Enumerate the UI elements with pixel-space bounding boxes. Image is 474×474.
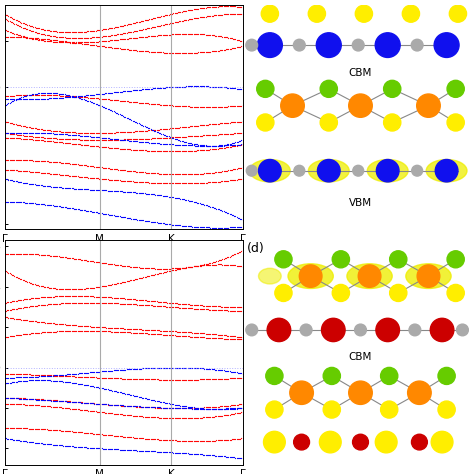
Circle shape [390, 251, 407, 268]
Ellipse shape [288, 264, 333, 289]
Circle shape [447, 80, 464, 97]
Circle shape [438, 367, 455, 384]
Circle shape [447, 284, 464, 301]
Circle shape [431, 431, 453, 453]
Circle shape [402, 5, 419, 22]
Circle shape [266, 401, 283, 418]
Circle shape [261, 5, 278, 22]
Circle shape [349, 381, 372, 404]
Circle shape [435, 159, 458, 182]
Circle shape [300, 324, 312, 336]
Circle shape [257, 33, 283, 57]
Circle shape [381, 367, 398, 384]
Circle shape [275, 284, 292, 301]
Circle shape [294, 165, 305, 176]
Circle shape [316, 33, 341, 57]
Circle shape [356, 5, 373, 22]
Text: CBM: CBM [349, 67, 372, 78]
Circle shape [281, 94, 304, 118]
Text: CBM: CBM [349, 352, 372, 363]
Circle shape [319, 431, 341, 453]
Circle shape [376, 318, 400, 342]
Circle shape [449, 5, 466, 22]
Circle shape [257, 80, 274, 97]
Text: (d): (d) [247, 243, 265, 255]
Ellipse shape [347, 264, 392, 289]
Circle shape [264, 431, 285, 453]
Ellipse shape [406, 264, 451, 289]
Circle shape [320, 80, 337, 97]
Circle shape [290, 381, 313, 404]
Circle shape [266, 367, 283, 384]
Circle shape [323, 367, 340, 384]
Circle shape [456, 324, 468, 336]
Circle shape [376, 159, 399, 182]
Circle shape [447, 114, 464, 131]
Circle shape [267, 318, 291, 342]
Circle shape [408, 381, 431, 404]
Ellipse shape [249, 159, 290, 182]
Circle shape [355, 324, 366, 336]
Circle shape [321, 318, 345, 342]
Circle shape [383, 80, 401, 97]
Circle shape [390, 284, 407, 301]
Text: VBM: VBM [349, 198, 372, 208]
Circle shape [375, 431, 397, 453]
Circle shape [332, 284, 349, 301]
Ellipse shape [309, 159, 349, 182]
Circle shape [438, 401, 455, 418]
Ellipse shape [426, 159, 467, 182]
Circle shape [381, 401, 398, 418]
Circle shape [417, 265, 440, 287]
Circle shape [294, 434, 310, 450]
Circle shape [308, 5, 326, 22]
Circle shape [412, 165, 423, 176]
Circle shape [430, 318, 454, 342]
Circle shape [358, 265, 381, 287]
Circle shape [246, 165, 257, 176]
Circle shape [417, 94, 440, 118]
Circle shape [353, 165, 364, 176]
Circle shape [246, 324, 258, 336]
Circle shape [299, 265, 322, 287]
Circle shape [320, 114, 337, 131]
Circle shape [323, 401, 340, 418]
Circle shape [352, 39, 364, 51]
Circle shape [293, 39, 305, 51]
Circle shape [409, 324, 421, 336]
Circle shape [349, 94, 372, 118]
Circle shape [258, 159, 281, 182]
Circle shape [353, 434, 368, 450]
Circle shape [447, 251, 464, 268]
Ellipse shape [367, 159, 408, 182]
Circle shape [383, 114, 401, 131]
Circle shape [411, 39, 423, 51]
Ellipse shape [258, 268, 281, 284]
Circle shape [434, 33, 459, 57]
Circle shape [275, 251, 292, 268]
Circle shape [375, 33, 400, 57]
Circle shape [411, 434, 428, 450]
Circle shape [257, 114, 274, 131]
Circle shape [318, 159, 340, 182]
Circle shape [332, 251, 349, 268]
Circle shape [246, 39, 258, 51]
